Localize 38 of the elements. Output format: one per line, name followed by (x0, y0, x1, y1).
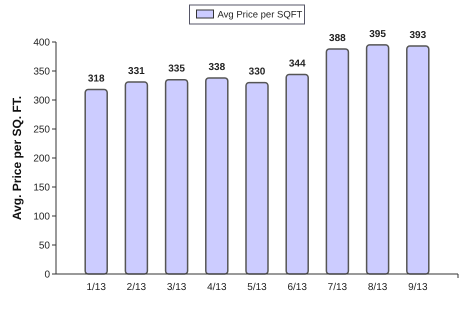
data-label: 393 (409, 30, 427, 42)
y-tick-label: 250 (33, 124, 50, 136)
x-tick-label: 7/13 (328, 282, 348, 293)
x-tick-label: 1/13 (86, 282, 106, 293)
data-label: 335 (168, 64, 186, 75)
x-tick-label: 3/13 (166, 282, 187, 293)
legend-label: Avg Price per SQFT (218, 9, 303, 20)
y-tick-label: 350 (33, 66, 50, 78)
bar (205, 77, 229, 275)
bar (164, 78, 188, 275)
bar (326, 48, 350, 275)
y-tick-label: 0 (44, 270, 50, 280)
x-tick-label: 9/13 (408, 282, 428, 293)
x-tick-label: 2/13 (126, 282, 147, 293)
y-tick-label: 50 (38, 240, 50, 252)
x-tick-label: 5/13 (247, 282, 268, 293)
bar (366, 44, 390, 275)
y-tick-label: 300 (33, 96, 50, 106)
data-label: 395 (369, 28, 386, 40)
data-label: 344 (288, 58, 306, 70)
y-tick-label: 200 (33, 154, 50, 164)
y-tick-label: 150 (33, 182, 50, 194)
data-label: 388 (329, 32, 346, 44)
data-label: 318 (88, 74, 105, 85)
x-tick-label: 8/13 (368, 282, 388, 293)
x-tick-label: 4/13 (207, 282, 227, 293)
bar (245, 82, 269, 275)
bar (406, 45, 430, 275)
bar (124, 81, 148, 275)
bar (84, 88, 108, 275)
data-label: 338 (208, 62, 226, 73)
x-tick-label: 6/13 (287, 282, 308, 293)
y-tick-label: 400 (33, 38, 50, 48)
y-axis-title: Avg. Price per SQ. FT. (10, 96, 24, 220)
data-label: 331 (128, 66, 146, 78)
data-label: 330 (248, 66, 266, 78)
bar (285, 74, 309, 275)
y-tick-label: 100 (33, 212, 50, 222)
